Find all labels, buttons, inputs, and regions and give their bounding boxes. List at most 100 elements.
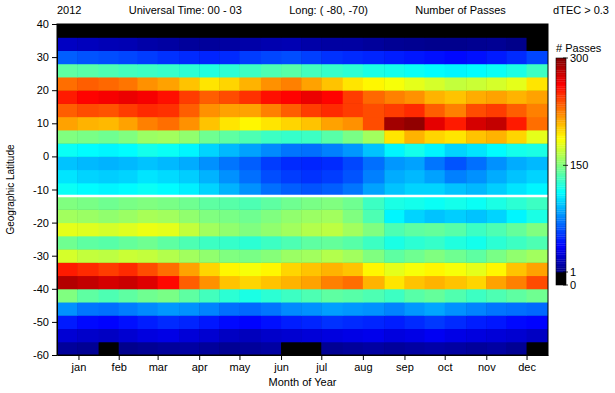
heatmap-cell — [77, 90, 99, 104]
heatmap-cell — [363, 156, 385, 170]
heatmap-cell — [179, 37, 200, 51]
heatmap-cell — [199, 77, 220, 91]
heatmap-cell — [486, 262, 507, 276]
heatmap-cell — [158, 90, 180, 104]
heatmap-cell — [137, 329, 158, 343]
heatmap-cell — [137, 77, 158, 91]
colorbar-swatch — [556, 231, 566, 233]
colorbar-swatch — [556, 78, 566, 80]
heatmap-cell — [77, 236, 99, 250]
heatmap-cell — [425, 77, 446, 91]
heatmap-cell — [363, 130, 385, 144]
heatmap-cell — [219, 302, 240, 316]
colorbar-swatch — [556, 256, 566, 258]
heatmap-cell — [119, 143, 138, 157]
y-tick: 30 — [37, 51, 57, 63]
x-tick-mark — [445, 355, 446, 360]
x-axis: janfebmaraprmayjunjulaugsepoctnovdec — [58, 355, 549, 373]
heatmap-cell — [445, 170, 467, 184]
heatmap-cell — [137, 236, 158, 250]
heatmap-cell — [425, 342, 446, 355]
heatmap-cell — [363, 24, 385, 38]
colorbar-swatch — [556, 145, 566, 147]
heatmap-cell — [239, 103, 261, 117]
heatmap-cell — [158, 223, 180, 237]
heatmap-cell — [445, 262, 467, 276]
title-part: 2012 — [57, 4, 81, 16]
y-tick-label: 20 — [37, 84, 49, 96]
heatmap-cell — [179, 209, 200, 223]
title-part: Number of Passes — [415, 4, 506, 16]
heatmap-cell — [199, 342, 220, 355]
heatmap-cell — [239, 64, 261, 78]
heatmap-cell — [363, 143, 385, 157]
heatmap-cell — [281, 170, 302, 184]
heatmap-cell — [527, 143, 548, 157]
heatmap-cell — [384, 170, 405, 184]
heatmap-cell — [486, 236, 507, 250]
heatmap-cell — [506, 315, 527, 329]
heatmap-cell — [384, 209, 405, 223]
heatmap-cell — [57, 64, 78, 78]
heatmap-cell — [425, 156, 446, 170]
colorbar-swatch — [556, 245, 566, 247]
heatmap-cell — [466, 156, 487, 170]
colorbar-swatch — [556, 70, 566, 72]
heatmap-cell — [425, 223, 446, 237]
colorbar-swatch — [556, 211, 566, 213]
heatmap-cell — [506, 50, 527, 64]
colorbar-swatch — [556, 120, 566, 122]
heatmap-cell — [384, 143, 405, 157]
heatmap-cell — [506, 24, 527, 38]
colorbar-swatch — [556, 183, 566, 185]
heatmap-cell — [199, 64, 220, 78]
heatmap-cell — [199, 262, 220, 276]
heatmap-cell — [179, 315, 200, 329]
heatmap-cell — [119, 24, 138, 38]
colorbar-swatch — [556, 95, 566, 97]
heatmap-cell — [119, 276, 138, 290]
heatmap-cell — [77, 196, 99, 210]
heatmap-cell — [445, 329, 467, 343]
heatmap-cell — [486, 130, 507, 144]
heatmap-cell — [321, 276, 343, 290]
heatmap-cell — [137, 183, 158, 197]
heatmap-cell — [219, 143, 240, 157]
y-tick-label: -10 — [33, 184, 49, 196]
heatmap-cell — [425, 236, 446, 250]
heatmap-cell — [57, 262, 78, 276]
heatmap-cell — [158, 37, 180, 51]
heatmap-cell — [343, 117, 364, 131]
heatmap-cell — [343, 262, 364, 276]
heatmap-cell — [219, 223, 240, 237]
heatmap-cell — [281, 236, 302, 250]
heatmap-cell — [239, 209, 261, 223]
heatmap-cell — [137, 302, 158, 316]
x-tick-label: jun — [273, 361, 289, 373]
heatmap-cell — [486, 64, 507, 78]
heatmap-cell — [57, 37, 78, 51]
heatmap-cell — [343, 302, 364, 316]
y-tick-mark — [52, 123, 57, 124]
heatmap-cell — [466, 302, 487, 316]
x-tick-mark — [119, 355, 120, 360]
heatmap-cell — [445, 289, 467, 303]
heatmap-cell — [281, 209, 302, 223]
heatmap-cell — [137, 223, 158, 237]
heatmap-cell — [321, 24, 343, 38]
heatmap-cell — [363, 329, 385, 343]
heatmap-cell — [158, 117, 180, 131]
heatmap-cell — [486, 329, 507, 343]
heatmap-cell — [384, 329, 405, 343]
heatmap-cell — [384, 223, 405, 237]
heatmap-cell — [343, 329, 364, 343]
heatmap-cell — [466, 143, 487, 157]
heatmap-cell — [219, 117, 240, 131]
heatmap-cell — [321, 77, 343, 91]
heatmap-cell — [466, 329, 487, 343]
heatmap-cell — [199, 103, 220, 117]
heatmap-cell — [179, 342, 200, 355]
heatmap-cell — [404, 276, 425, 290]
heatmap-cell — [57, 103, 78, 117]
heatmap-cell — [119, 130, 138, 144]
